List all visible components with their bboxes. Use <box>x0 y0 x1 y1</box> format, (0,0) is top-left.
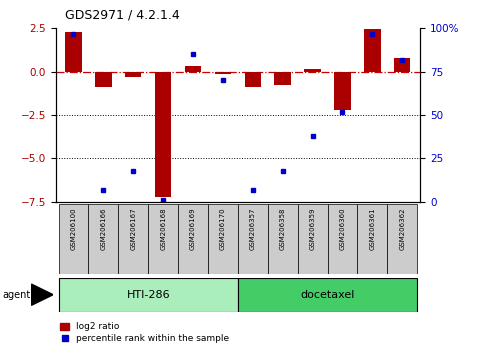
Text: GSM206357: GSM206357 <box>250 207 256 250</box>
Text: GDS2971 / 4.2.1.4: GDS2971 / 4.2.1.4 <box>65 9 180 22</box>
Bar <box>215 72 231 74</box>
Legend: log2 ratio, percentile rank within the sample: log2 ratio, percentile rank within the s… <box>60 322 229 343</box>
Text: HTI-286: HTI-286 <box>127 290 170 300</box>
Bar <box>65 32 82 72</box>
Text: agent: agent <box>2 290 30 300</box>
Bar <box>58 278 238 312</box>
Text: GSM206166: GSM206166 <box>100 207 106 250</box>
Bar <box>88 204 118 274</box>
Bar <box>125 72 142 77</box>
Text: GSM206359: GSM206359 <box>310 207 315 250</box>
Bar <box>334 72 351 110</box>
Bar <box>244 72 261 87</box>
Bar <box>298 204 327 274</box>
Bar <box>185 67 201 72</box>
Text: GSM206360: GSM206360 <box>340 207 345 250</box>
Bar <box>208 204 238 274</box>
Polygon shape <box>31 284 53 305</box>
Bar <box>387 204 417 274</box>
Bar <box>238 204 268 274</box>
Text: GSM206168: GSM206168 <box>160 207 166 250</box>
Text: GSM206361: GSM206361 <box>369 207 375 250</box>
Bar <box>394 58 411 72</box>
Bar <box>148 204 178 274</box>
Text: GSM206170: GSM206170 <box>220 207 226 250</box>
Bar <box>238 278 417 312</box>
Text: GSM206100: GSM206100 <box>71 207 76 250</box>
Text: GSM206362: GSM206362 <box>399 207 405 250</box>
Bar <box>364 29 381 72</box>
Bar <box>327 204 357 274</box>
Bar <box>58 204 88 274</box>
Bar <box>178 204 208 274</box>
Bar <box>268 204 298 274</box>
Bar <box>274 72 291 85</box>
Bar <box>118 204 148 274</box>
Bar <box>95 72 112 87</box>
Bar <box>155 72 171 196</box>
Bar <box>304 69 321 72</box>
Text: GSM206167: GSM206167 <box>130 207 136 250</box>
Text: GSM206169: GSM206169 <box>190 207 196 250</box>
Bar <box>357 204 387 274</box>
Text: GSM206358: GSM206358 <box>280 207 286 250</box>
Text: docetaxel: docetaxel <box>300 290 355 300</box>
